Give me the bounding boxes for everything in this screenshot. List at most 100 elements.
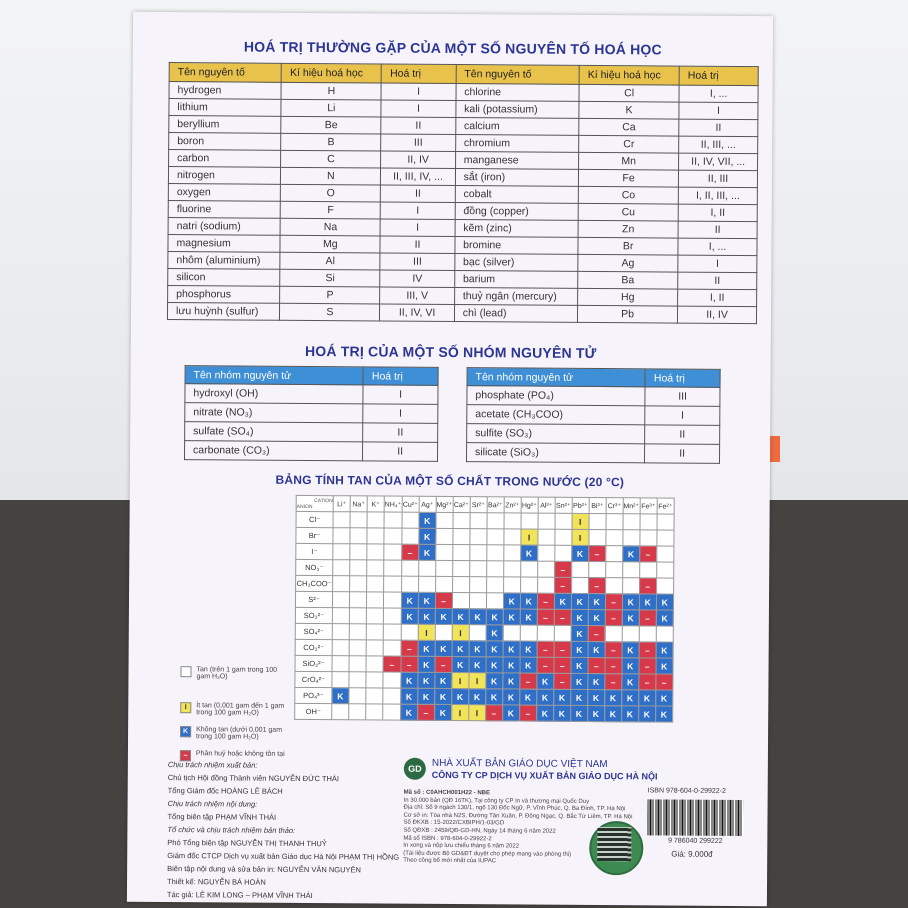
solubility-cell	[383, 624, 402, 641]
solubility-cell: K	[622, 609, 640, 626]
solubility-cell: K	[485, 672, 503, 689]
solubility-cell	[605, 577, 623, 594]
element-symbol: Co	[578, 186, 679, 205]
element-symbol: S	[279, 303, 380, 322]
solubility-cell	[383, 640, 401, 657]
element-name: lithium	[168, 98, 282, 117]
solubility-cell	[452, 512, 470, 529]
group-name: acetate (CH₃COO)	[466, 404, 646, 425]
credits-block: Chịu trách nhiệm xuất bản: Chủ tịch Hội đ…	[167, 758, 400, 903]
solubility-cell: –	[537, 593, 555, 610]
element-valence: II, III, IV, ...	[380, 168, 456, 186]
element-valence: II	[677, 272, 757, 290]
element-name: barium	[454, 270, 578, 289]
solubility-cell	[366, 559, 384, 577]
solubility-cell	[622, 513, 640, 530]
solubility-cell: K	[571, 545, 589, 562]
solubility-table: CATION ANION Li⁺ Na⁺ K⁺ NH₄⁺ Cu²⁺ Ag⁺ Mg²⁺ Ca²⁺ Sr…	[294, 495, 674, 723]
solubility-cell	[418, 576, 436, 593]
legend-text: Không tan (dưới 0,001 gam trong 100 gam …	[196, 726, 283, 741]
solubility-cell: K	[655, 657, 673, 675]
solubility-cell	[333, 511, 351, 528]
solubility-cell	[452, 592, 470, 609]
solubility-corner-cell: CATION ANION	[296, 495, 334, 512]
solubility-cell: K	[486, 608, 504, 625]
solubility-cell: K	[570, 705, 588, 722]
cation-header: Cu²⁺	[401, 496, 419, 513]
group-row: sulfate (SO₄) II	[184, 421, 438, 443]
solubility-title: BẢNG TÍNH TAN CỦA MỘT SỐ CHẤT TRONG NƯỚC…	[275, 472, 625, 490]
group-row: phosphate (PO₄) III	[466, 385, 721, 407]
solubility-cell: K	[621, 705, 639, 722]
solubility-cell	[332, 543, 350, 560]
solubility-cell: K	[418, 544, 436, 561]
element-name: fluorine	[168, 200, 281, 219]
solubility-cell: K	[434, 688, 452, 705]
solubility-cell	[382, 704, 401, 721]
solubility-cell	[554, 545, 572, 562]
solubility-cell	[537, 577, 555, 594]
solubility-cell	[554, 529, 572, 546]
group-name: hydroxyl (OH)	[184, 383, 364, 404]
solubility-cell	[331, 671, 350, 688]
group-valence-header: Hoá trị	[645, 368, 721, 388]
solubility-cell	[486, 528, 504, 545]
price-text: Giá: 9.000đ	[671, 849, 713, 859]
cation-header: Hg²⁺	[520, 496, 538, 514]
solubility-cell	[588, 529, 606, 546]
element-valence: II, IV	[677, 306, 757, 324]
element-name: thuỷ ngân (mercury)	[454, 287, 578, 306]
solubility-cell: K	[604, 705, 622, 722]
solubility-cell	[365, 703, 383, 721]
solubility-cell	[349, 623, 367, 640]
element-name: lưu huỳnh (sulfur)	[167, 302, 280, 321]
solubility-cell	[519, 624, 538, 642]
solubility-cell	[348, 687, 366, 704]
group-row: acetate (CH₃COO) I	[466, 404, 720, 426]
element-name: carbon	[168, 149, 281, 168]
solubility-cell	[332, 655, 350, 672]
anion-header: Br⁻	[295, 527, 334, 544]
anion-header: OH⁻	[294, 703, 332, 720]
element-valence: I	[679, 102, 758, 120]
element-name: oxygen	[168, 183, 281, 202]
solubility-cell	[349, 575, 367, 592]
solubility-cell	[332, 575, 350, 592]
element-valence: II	[678, 221, 758, 239]
solubility-cell: –	[588, 545, 606, 562]
element-name: kali (potassium)	[455, 100, 580, 119]
anion-header: S²⁻	[295, 591, 333, 608]
element-valence: I	[380, 219, 455, 237]
group-valence-table-left: Tên nhóm nguyên tử Hoá trị hydroxyl (OH) I…	[184, 365, 439, 462]
solubility-cell: K	[502, 688, 520, 705]
element-symbol: Ca	[578, 118, 680, 137]
solubility-cell: K	[570, 689, 588, 706]
element-symbol: Li	[281, 99, 382, 118]
publisher-name: NHÀ XUẤT BẢN GIÁO DỤC VIỆT NAM	[431, 757, 608, 771]
solubility-cell	[383, 608, 402, 625]
legend-item: K Không tan (dưới 0,001 gam trong 100 gam…	[180, 726, 290, 741]
solubility-cell	[622, 561, 640, 578]
anion-header: PO₄³⁻	[294, 687, 332, 704]
solubility-cell: –	[536, 641, 554, 658]
cation-header: Ag⁺	[418, 496, 436, 513]
group-name-header: Tên nhóm nguyên tử	[185, 365, 364, 385]
solubility-cell	[537, 545, 555, 562]
solubility-cell: –	[587, 625, 606, 642]
solubility-cell	[486, 592, 504, 609]
solubility-cell: K	[519, 640, 537, 658]
group-valence-header: Hoá trị	[363, 366, 439, 386]
solubility-cell: K	[434, 704, 452, 721]
solubility-cell	[639, 513, 657, 530]
isbn-text: ISBN 978-604-0-29922-2	[647, 787, 726, 795]
solubility-cell: K	[588, 609, 606, 626]
solubility-cell	[348, 671, 367, 688]
solubility-cell: K	[553, 705, 571, 722]
element-name: kẽm (zinc)	[454, 219, 579, 238]
solubility-cell	[365, 671, 384, 689]
element-symbol: Al	[280, 252, 381, 271]
group-name: carbonate (CO₃)	[184, 440, 363, 461]
element-symbol: Ba	[577, 271, 678, 290]
element-valence: II	[678, 119, 758, 137]
solubility-cell: K	[435, 608, 453, 625]
